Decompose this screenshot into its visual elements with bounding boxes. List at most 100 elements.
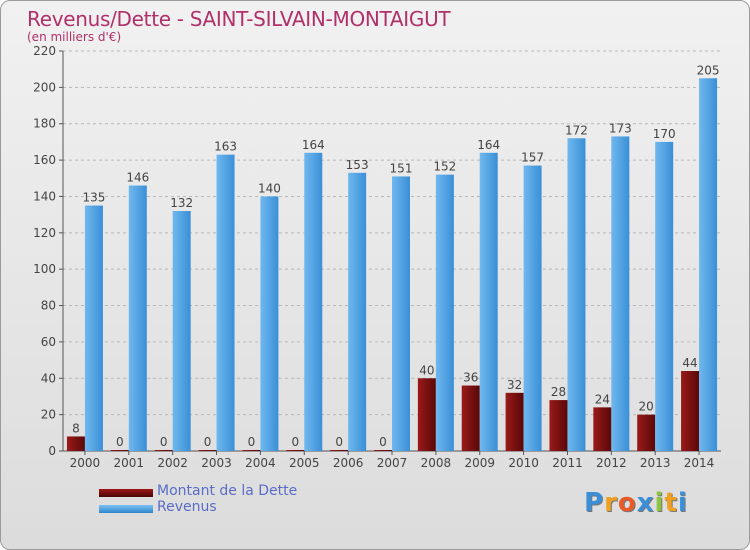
- bar-revenus: [567, 138, 586, 452]
- bar-revenus: [260, 196, 279, 451]
- y-tick-label: 100: [33, 262, 56, 276]
- data-label-revenus: 164: [477, 138, 500, 152]
- x-tick-label: 2005: [289, 456, 320, 470]
- bar-revenus: [128, 185, 147, 451]
- bar-revenus: [84, 205, 103, 451]
- bar-revenus: [611, 136, 630, 452]
- bar-dette: [198, 450, 217, 451]
- legend-swatch-revenus: [99, 505, 153, 513]
- y-tick-label: 160: [33, 153, 56, 167]
- bar-dette: [549, 400, 568, 451]
- logo-letter: P: [584, 488, 605, 518]
- bar-dette: [593, 407, 612, 451]
- legend-label-dette: Montant de la Dette: [157, 483, 298, 499]
- x-tick-label: 2006: [333, 456, 364, 470]
- bar-revenus: [392, 176, 410, 452]
- bar-revenus: [479, 152, 498, 451]
- bar-revenus: [172, 211, 191, 451]
- data-label-dette: 44: [682, 356, 697, 370]
- x-tick-label: 2014: [684, 456, 715, 470]
- y-tick-label: 180: [33, 117, 56, 131]
- x-tick-label: 2002: [157, 456, 188, 470]
- bar-dette: [374, 450, 392, 451]
- x-tick-label: 2009: [464, 456, 495, 470]
- data-label-dette: 0: [291, 435, 299, 449]
- data-label-revenus: 146: [126, 171, 149, 185]
- bar-dette: [505, 392, 524, 451]
- logo-letter: r: [604, 488, 618, 518]
- bar-dette: [242, 450, 261, 451]
- data-label-dette: 28: [551, 385, 566, 399]
- bar-revenus: [523, 165, 542, 451]
- y-tick-label: 40: [41, 371, 56, 385]
- bar-dette: [110, 450, 129, 451]
- data-label-dette: 0: [160, 435, 168, 449]
- data-label-revenus: 157: [521, 151, 544, 165]
- x-tick-label: 2013: [640, 456, 671, 470]
- logo-letter: i: [677, 488, 688, 518]
- x-tick-label: 2008: [421, 456, 452, 470]
- data-label-revenus: 140: [258, 181, 281, 195]
- data-label-dette: 32: [507, 378, 522, 392]
- data-label-dette: 0: [204, 435, 212, 449]
- data-label-revenus: 164: [302, 138, 325, 152]
- y-tick-label: 80: [41, 299, 56, 313]
- data-label-revenus: 132: [170, 196, 193, 210]
- chart-title: Revenus/Dette - SAINT-SILVAIN-MONTAIGUT: [27, 7, 451, 31]
- data-label-dette: 0: [116, 435, 124, 449]
- y-tick-label: 120: [33, 226, 56, 240]
- data-label-dette: 0: [248, 435, 256, 449]
- y-tick-label: 140: [33, 189, 56, 203]
- proxiti-logo: Proxiti: [584, 488, 688, 518]
- bar-revenus: [435, 174, 454, 452]
- bar-dette: [417, 378, 436, 451]
- legend-swatch-dette: [99, 489, 153, 497]
- data-label-dette: 0: [379, 435, 387, 449]
- bar-revenus: [304, 152, 323, 451]
- y-tick-label: 0: [48, 444, 56, 458]
- x-tick-label: 2010: [508, 456, 539, 470]
- logo-letter: x: [636, 488, 655, 518]
- logo-letter: t: [664, 488, 678, 518]
- chart-subtitle: (en milliers d'€): [27, 30, 122, 44]
- bar-revenus: [348, 172, 367, 451]
- y-tick-label: 200: [33, 80, 56, 94]
- bar-dette: [66, 436, 85, 451]
- x-tick-label: 2007: [377, 456, 408, 470]
- data-label-revenus: 163: [214, 140, 237, 154]
- bar-revenus: [216, 154, 235, 452]
- x-tick-label: 2003: [201, 456, 232, 470]
- x-tick-label: 2011: [552, 456, 583, 470]
- data-label-dette: 36: [463, 371, 478, 385]
- data-label-revenus: 170: [653, 127, 676, 141]
- data-label-revenus: 153: [346, 158, 369, 172]
- data-label-revenus: 205: [697, 63, 720, 77]
- bar-dette: [681, 371, 700, 451]
- data-label-dette: 40: [419, 363, 434, 377]
- data-label-dette: 8: [72, 421, 80, 435]
- data-label-dette: 0: [335, 435, 343, 449]
- x-tick-label: 2004: [245, 456, 276, 470]
- bar-dette: [286, 450, 305, 451]
- data-label-dette: 20: [639, 400, 654, 414]
- x-tick-label: 2001: [114, 456, 145, 470]
- data-label-revenus: 173: [609, 121, 632, 135]
- y-tick-label: 20: [41, 408, 56, 422]
- data-label-dette: 24: [595, 392, 610, 406]
- bar-dette: [637, 414, 656, 451]
- legend-label-revenus: Revenus: [157, 499, 217, 515]
- logo-letter: o: [617, 488, 637, 518]
- x-tick-label: 2012: [596, 456, 627, 470]
- bar-dette: [461, 385, 480, 451]
- data-label-revenus: 172: [565, 123, 588, 137]
- data-label-revenus: 151: [390, 161, 413, 175]
- data-label-revenus: 152: [433, 160, 456, 174]
- x-tick-label: 2000: [70, 456, 101, 470]
- logo-letter: i: [654, 488, 665, 518]
- y-tick-label: 220: [33, 44, 56, 58]
- bar-revenus: [655, 141, 674, 451]
- y-tick-label: 60: [41, 335, 56, 349]
- bar-revenus: [699, 78, 718, 451]
